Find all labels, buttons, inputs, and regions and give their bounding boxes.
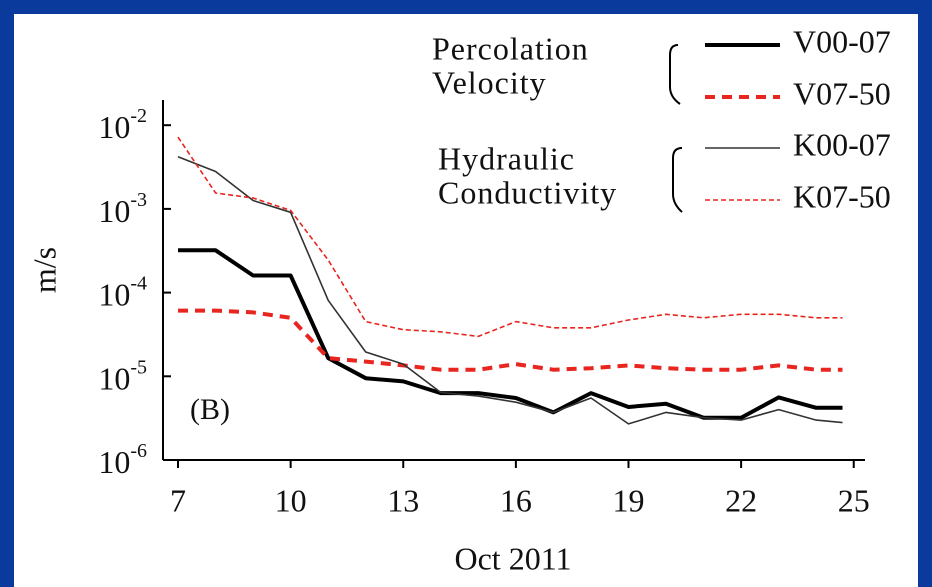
legend-brace <box>669 44 681 105</box>
series-line <box>178 248 843 420</box>
y-tick-label: 10-3 <box>98 188 147 229</box>
legend-brace <box>672 147 683 213</box>
legend-label: V00-07 <box>793 23 891 59</box>
x-tick-label: 25 <box>838 482 870 518</box>
x-tick-label: 7 <box>170 482 186 518</box>
y-tick-label: 10-2 <box>98 105 147 146</box>
legend-group-title: Hydraulic <box>438 140 575 176</box>
y-tick-label: 10-4 <box>98 272 147 313</box>
annotation: (B) <box>190 393 230 426</box>
legend-label: K07-50 <box>793 178 891 214</box>
legend-group-title: Percolation <box>432 30 589 66</box>
x-tick-label: 10 <box>275 482 307 518</box>
series-line <box>178 308 843 372</box>
x-tick-label: 13 <box>387 482 419 518</box>
x-axis-label: Oct 2011 <box>454 540 571 576</box>
x-tick-label: 22 <box>725 482 757 518</box>
x-tick-label: 19 <box>612 482 644 518</box>
x-tick-label: 16 <box>500 482 532 518</box>
series-line <box>177 155 843 425</box>
series-line <box>177 136 843 338</box>
legend-label: K00-07 <box>793 126 891 162</box>
panel <box>14 14 918 587</box>
y-tick-label: 10-6 <box>98 440 147 481</box>
legend-group-title: Velocity <box>432 64 547 100</box>
legend-group-title: Conductivity <box>438 174 617 210</box>
y-axis-label: m/s <box>26 247 62 293</box>
legend-label: V07-50 <box>793 75 891 111</box>
y-tick-label: 10-5 <box>98 356 147 397</box>
